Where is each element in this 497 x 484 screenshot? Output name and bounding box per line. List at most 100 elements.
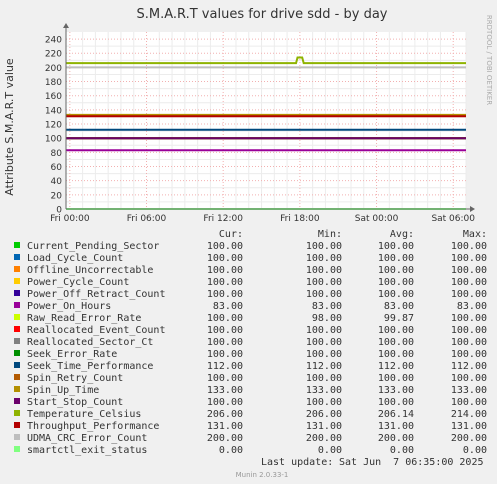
y-axis-label: Attribute S.M.A.R.T value [3, 58, 16, 196]
legend-value-min: 100.00 [306, 289, 342, 300]
legend-value-max: 200.00 [451, 433, 487, 444]
legend-value-max: 112.00 [451, 361, 487, 372]
legend-value-min: 133.00 [306, 385, 342, 396]
legend-swatch [14, 434, 20, 440]
legend-value-min: 206.00 [306, 409, 342, 420]
legend-swatch [14, 362, 20, 368]
legend-value-cur: 100.00 [207, 265, 243, 276]
legend-swatch [14, 374, 20, 380]
y-tick-label: 120 [45, 121, 62, 131]
legend-value-min: 100.00 [306, 349, 342, 360]
x-tick-label: Fri 18:00 [280, 214, 320, 224]
y-tick-label: 200 [45, 64, 62, 74]
legend-value-max: 100.00 [451, 349, 487, 360]
legend-value-avg: 100.00 [378, 337, 414, 348]
y-tick-labels: 0 20 40 60 80 100 120 140 160 180 200 220 240 [45, 36, 62, 216]
y-tick-label: 180 [45, 78, 62, 88]
legend-series-name: Spin_Retry_Count [27, 373, 123, 384]
y-tick-label: 80 [51, 149, 63, 159]
legend-value-max: 100.00 [451, 265, 487, 276]
legend-value-max: 100.00 [451, 313, 487, 324]
legend-value-cur: 100.00 [207, 253, 243, 264]
legend-header-cur: Cur: [219, 229, 243, 240]
x-tick-label: Fri 06:00 [127, 214, 167, 224]
legend-value-avg: 206.14 [378, 409, 414, 420]
legend-swatch [14, 326, 20, 332]
x-tick-label: Fri 00:00 [50, 214, 90, 224]
legend-series-name: Current_Pending_Sector [27, 241, 159, 252]
legend-value-max: 100.00 [451, 337, 487, 348]
legend-value-cur: 100.00 [207, 337, 243, 348]
legend-value-avg: 100.00 [378, 277, 414, 288]
legend-value-avg: 100.00 [378, 289, 414, 300]
legend-value-min: 83.00 [312, 301, 342, 312]
legend-swatch [14, 422, 20, 428]
legend-value-avg: 133.00 [378, 385, 414, 396]
legend-value-min: 100.00 [306, 265, 342, 276]
legend-value-cur: 100.00 [207, 397, 243, 408]
legend-series-name: Offline_Uncorrectable [27, 265, 153, 276]
y-tick-label: 160 [45, 92, 62, 102]
legend-value-avg: 100.00 [378, 253, 414, 264]
legend-swatch [14, 338, 20, 344]
legend-swatch [14, 266, 20, 272]
legend-value-cur: 100.00 [207, 241, 243, 252]
axes [63, 23, 475, 212]
legend-swatch [14, 446, 20, 452]
legend-header-max: Max: [463, 229, 487, 240]
legend-swatch [14, 386, 20, 392]
legend-value-max: 214.00 [451, 409, 487, 420]
legend-value-max: 100.00 [451, 241, 487, 252]
legend-value-cur: 0.00 [219, 445, 243, 456]
munin-footer: Munin 2.0.33-1 [236, 471, 289, 479]
x-axis-arrow [470, 206, 475, 212]
legend-value-cur: 100.00 [207, 325, 243, 336]
legend-swatch [14, 290, 20, 296]
y-tick-label: 0 [56, 206, 62, 216]
y-tick-label: 220 [45, 50, 62, 60]
chart-title: S.M.A.R.T values for drive sdd - by day [137, 7, 388, 22]
legend-swatch [14, 278, 20, 284]
legend-series-name: Seek_Time_Performance [27, 361, 153, 372]
legend-value-avg: 100.00 [378, 265, 414, 276]
legend-series-name: Raw_Read_Error_Rate [27, 313, 141, 324]
plot-area [66, 32, 466, 209]
legend-series-name: Start_Stop_Count [27, 397, 123, 408]
legend-series-name: UDMA_CRC_Error_Count [27, 433, 147, 444]
legend-value-min: 100.00 [306, 241, 342, 252]
legend-header-avg: Avg: [390, 229, 414, 240]
legend-value-cur: 100.00 [207, 277, 243, 288]
last-update-label: Last update: [261, 457, 333, 468]
legend-swatch [14, 302, 20, 308]
legend-value-max: 100.00 [451, 373, 487, 384]
legend-value-cur: 83.00 [213, 301, 243, 312]
legend-value-avg: 100.00 [378, 373, 414, 384]
legend-value-cur: 100.00 [207, 289, 243, 300]
legend-value-avg: 100.00 [378, 241, 414, 252]
legend-value-min: 100.00 [306, 397, 342, 408]
legend-value-cur: 206.00 [207, 409, 243, 420]
legend-value-min: 100.00 [306, 277, 342, 288]
rrdtool-watermark: RRDTOOL / TOBI OETIKER [485, 15, 493, 105]
legend-value-min: 112.00 [306, 361, 342, 372]
y-tick-label: 100 [45, 135, 62, 145]
legend-swatch [14, 398, 20, 404]
legend-value-cur: 131.00 [207, 421, 243, 432]
legend-series-name: Seek_Error_Rate [27, 349, 117, 360]
legend: Cur: Min: Avg: Max: Current_Pending_Sector 10… [14, 229, 487, 456]
legend-swatch [14, 254, 20, 260]
legend-value-min: 131.00 [306, 421, 342, 432]
legend-value-min: 100.00 [306, 253, 342, 264]
legend-value-max: 100.00 [451, 289, 487, 300]
legend-value-avg: 83.00 [384, 301, 414, 312]
legend-header-min: Min: [318, 229, 342, 240]
x-tick-label: Sat 00:00 [355, 214, 399, 224]
legend-value-avg: 112.00 [378, 361, 414, 372]
legend-swatch [14, 242, 20, 248]
legend-value-max: 100.00 [451, 277, 487, 288]
legend-value-cur: 100.00 [207, 313, 243, 324]
legend-value-cur: 112.00 [207, 361, 243, 372]
legend-value-max: 100.00 [451, 253, 487, 264]
x-tick-label: Fri 12:00 [203, 214, 243, 224]
